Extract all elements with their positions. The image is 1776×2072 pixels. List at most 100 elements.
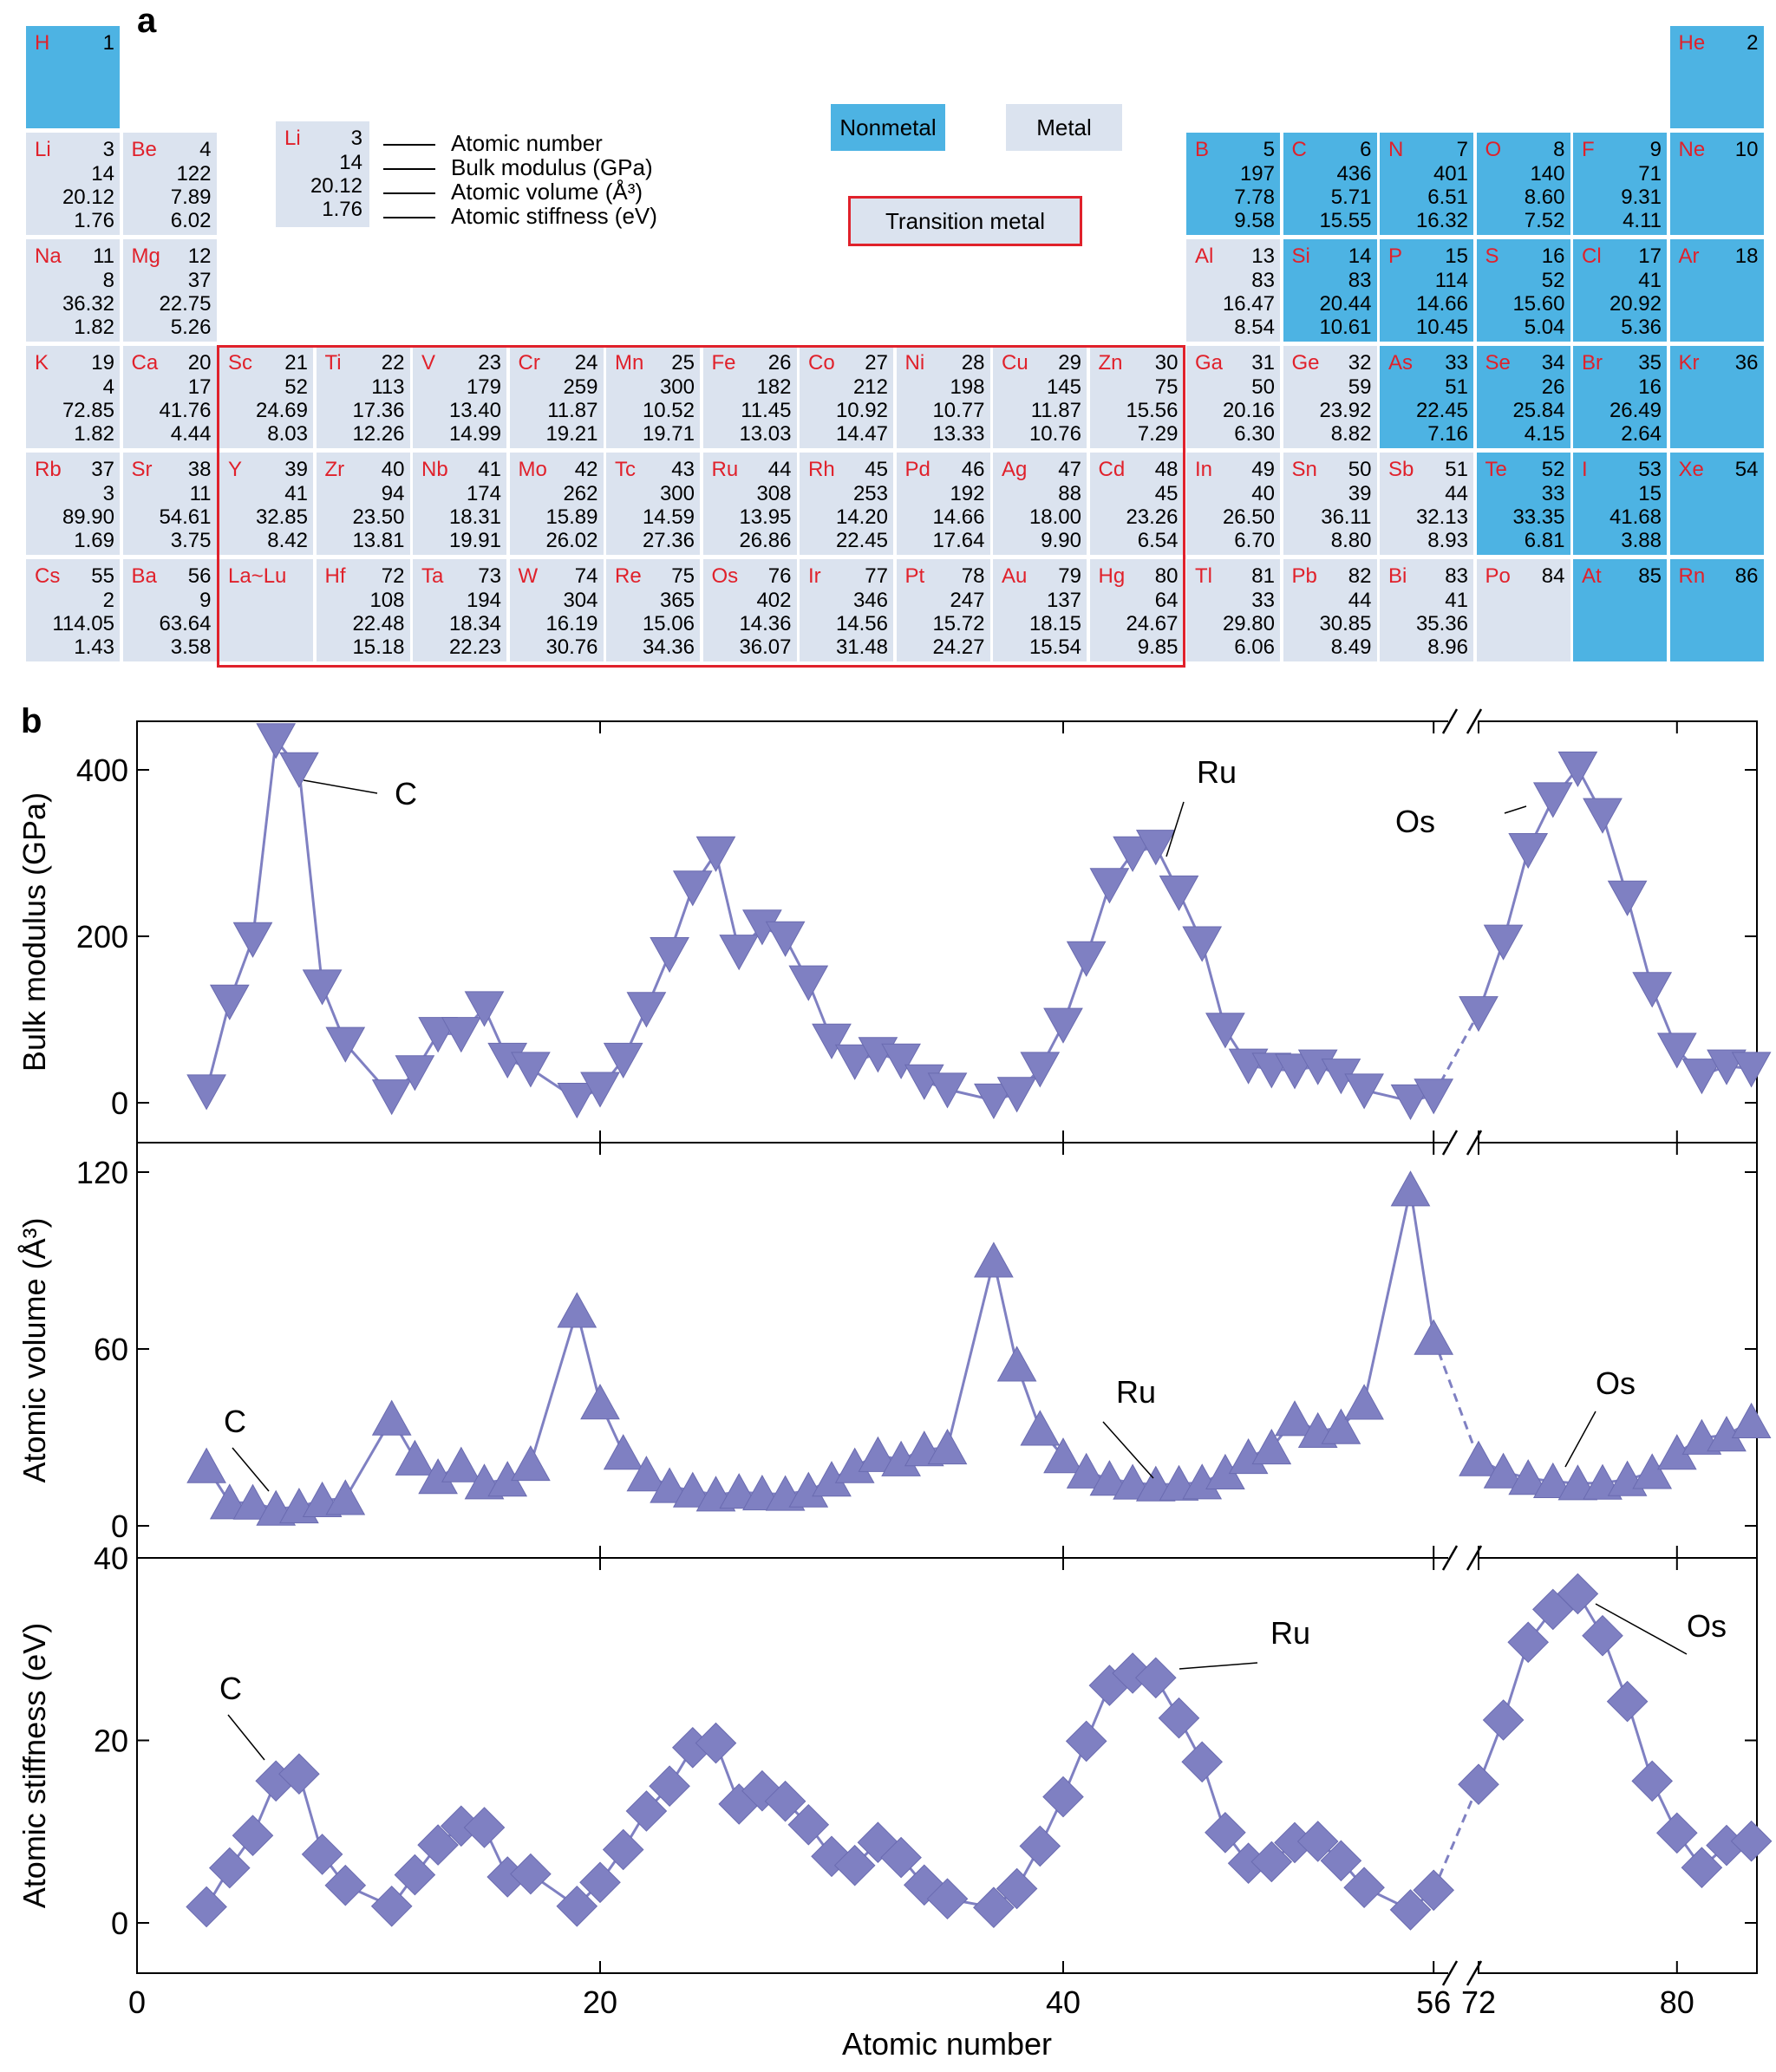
- element-atomic-number: 82: [1348, 564, 1372, 588]
- element-value: 15: [1638, 482, 1662, 505]
- element-value: 20.12: [62, 186, 114, 209]
- element-value: 15.72: [932, 612, 985, 635]
- element-symbol: Cd: [1098, 458, 1126, 481]
- element-value: 212: [852, 375, 888, 399]
- data-point: [1042, 1776, 1084, 1818]
- element-cell-al: Al 13 83 16.47 8.54: [1186, 239, 1280, 342]
- element-value: 33: [1541, 482, 1565, 505]
- element-atomic-number: 20: [187, 351, 212, 375]
- annotation-label: Ru: [1270, 1615, 1310, 1651]
- element-values: 262 15.89 26.02: [545, 482, 597, 552]
- element-value: 8.80: [1330, 529, 1372, 552]
- element-value: 83: [1251, 269, 1275, 292]
- element-value: 5.36: [1621, 316, 1662, 339]
- element-symbol: Au: [1002, 564, 1028, 588]
- element-cell-n: N 7 401 6.51 16.32: [1380, 133, 1473, 235]
- element-value: 22.45: [835, 529, 888, 552]
- data-point: [1557, 751, 1598, 788]
- element-value: 4.11: [1623, 209, 1662, 232]
- data-point: [557, 1292, 597, 1328]
- element-value: 41.76: [159, 399, 212, 422]
- element-value: 14.20: [835, 505, 888, 529]
- axis-break-mark: [1466, 708, 1483, 734]
- element-value: 13.95: [739, 505, 792, 529]
- element-value: 6.70: [1234, 529, 1275, 552]
- element-cell-ga: Ga 31 50 20.16 6.30: [1186, 346, 1280, 448]
- element-atomic-number: 79: [1058, 564, 1081, 588]
- element-symbol: Hf: [324, 564, 346, 588]
- element-value: 3: [102, 482, 114, 505]
- element-value: 4: [102, 375, 114, 399]
- data-point: [256, 723, 297, 759]
- annotation-label: Ru: [1197, 754, 1237, 790]
- element-cell-k: K 19 4 72.85 1.82: [26, 346, 120, 448]
- element-symbol: Rh: [808, 458, 835, 481]
- data-point: [996, 1867, 1038, 1910]
- element-value: 140: [1530, 162, 1565, 186]
- data-point: [510, 1853, 552, 1895]
- element-symbol: Ti: [324, 351, 342, 375]
- element-symbol: Pt: [904, 564, 925, 588]
- data-point: [1181, 1741, 1224, 1783]
- element-value: 8.49: [1330, 635, 1372, 659]
- element-value: 14: [91, 162, 114, 186]
- element-values: 300 14.59 27.36: [643, 482, 695, 552]
- data-point: [1250, 1841, 1293, 1883]
- element-atomic-number: 26: [767, 351, 792, 375]
- element-values: 37 22.75 5.26: [159, 269, 211, 339]
- element-cell-mo: Mo 42 262 15.89 26.02: [509, 453, 604, 555]
- element-cell-ne: Ne 10: [1669, 133, 1764, 235]
- element-symbol: Co: [808, 351, 835, 375]
- element-values: 39 36.11 8.80: [1321, 482, 1371, 552]
- element-value: 52: [284, 375, 308, 399]
- data-point: [974, 1241, 1014, 1278]
- data-point: [996, 1345, 1037, 1382]
- legend-leader-line: [383, 144, 435, 146]
- element-value: 41: [1445, 589, 1468, 612]
- element-value: 10.61: [1319, 316, 1372, 339]
- element-symbol: F: [1582, 138, 1595, 161]
- element-values: 197 7.78 9.58: [1234, 162, 1275, 232]
- data-point: [672, 870, 713, 907]
- element-cell-mg: Mg 12 37 22.75 5.26: [122, 239, 217, 342]
- element-symbol: V: [421, 351, 436, 375]
- element-value: 9.31: [1621, 186, 1662, 209]
- element-value: 23.92: [1319, 399, 1372, 422]
- element-value: 192: [950, 482, 985, 505]
- element-value: 114.05: [52, 612, 114, 635]
- legend-transition-metal: Transition metal: [848, 196, 1082, 246]
- data-point: [1066, 1452, 1107, 1489]
- element-atomic-number: 40: [381, 458, 405, 481]
- element-cell-co: Co 27 212 10.92 14.47: [800, 346, 893, 448]
- element-value: 19.71: [642, 422, 695, 446]
- element-value: 18.15: [1028, 612, 1081, 635]
- annotation-label: C: [395, 776, 417, 811]
- element-symbol: Fe: [711, 351, 736, 375]
- element-value: 14.99: [448, 422, 501, 446]
- element-symbol: Mo: [518, 458, 547, 481]
- axis-break-mark: [1466, 1130, 1483, 1156]
- data-point: [1482, 1699, 1525, 1741]
- element-value: 300: [659, 375, 695, 399]
- element-value: 15.55: [1319, 209, 1372, 232]
- element-atomic-number: 47: [1058, 458, 1081, 481]
- element-atomic-number: 42: [574, 458, 598, 481]
- data-point: [441, 1017, 481, 1053]
- element-cell-zr: Zr 40 94 23.50 13.81: [316, 453, 410, 555]
- element-symbol: Mn: [615, 351, 644, 375]
- data-point: [1344, 1384, 1384, 1420]
- y-axis-label: Atomic volume (Å³): [16, 1217, 52, 1482]
- element-value: 5.26: [170, 316, 212, 339]
- element-value: 1.82: [74, 422, 114, 446]
- element-symbol: Al: [1195, 244, 1214, 268]
- element-value: 1.43: [74, 635, 114, 659]
- element-cell-se: Se 34 26 25.84 4.15: [1476, 346, 1570, 448]
- data-point: [464, 991, 505, 1027]
- data-point: [279, 752, 319, 788]
- element-value: 20.92: [1609, 292, 1662, 316]
- data-point: [395, 1439, 435, 1476]
- element-value: 8.54: [1234, 316, 1275, 339]
- data-point: [1019, 1825, 1061, 1867]
- element-cell-ba: Ba 56 9 63.64 3.58: [122, 559, 217, 661]
